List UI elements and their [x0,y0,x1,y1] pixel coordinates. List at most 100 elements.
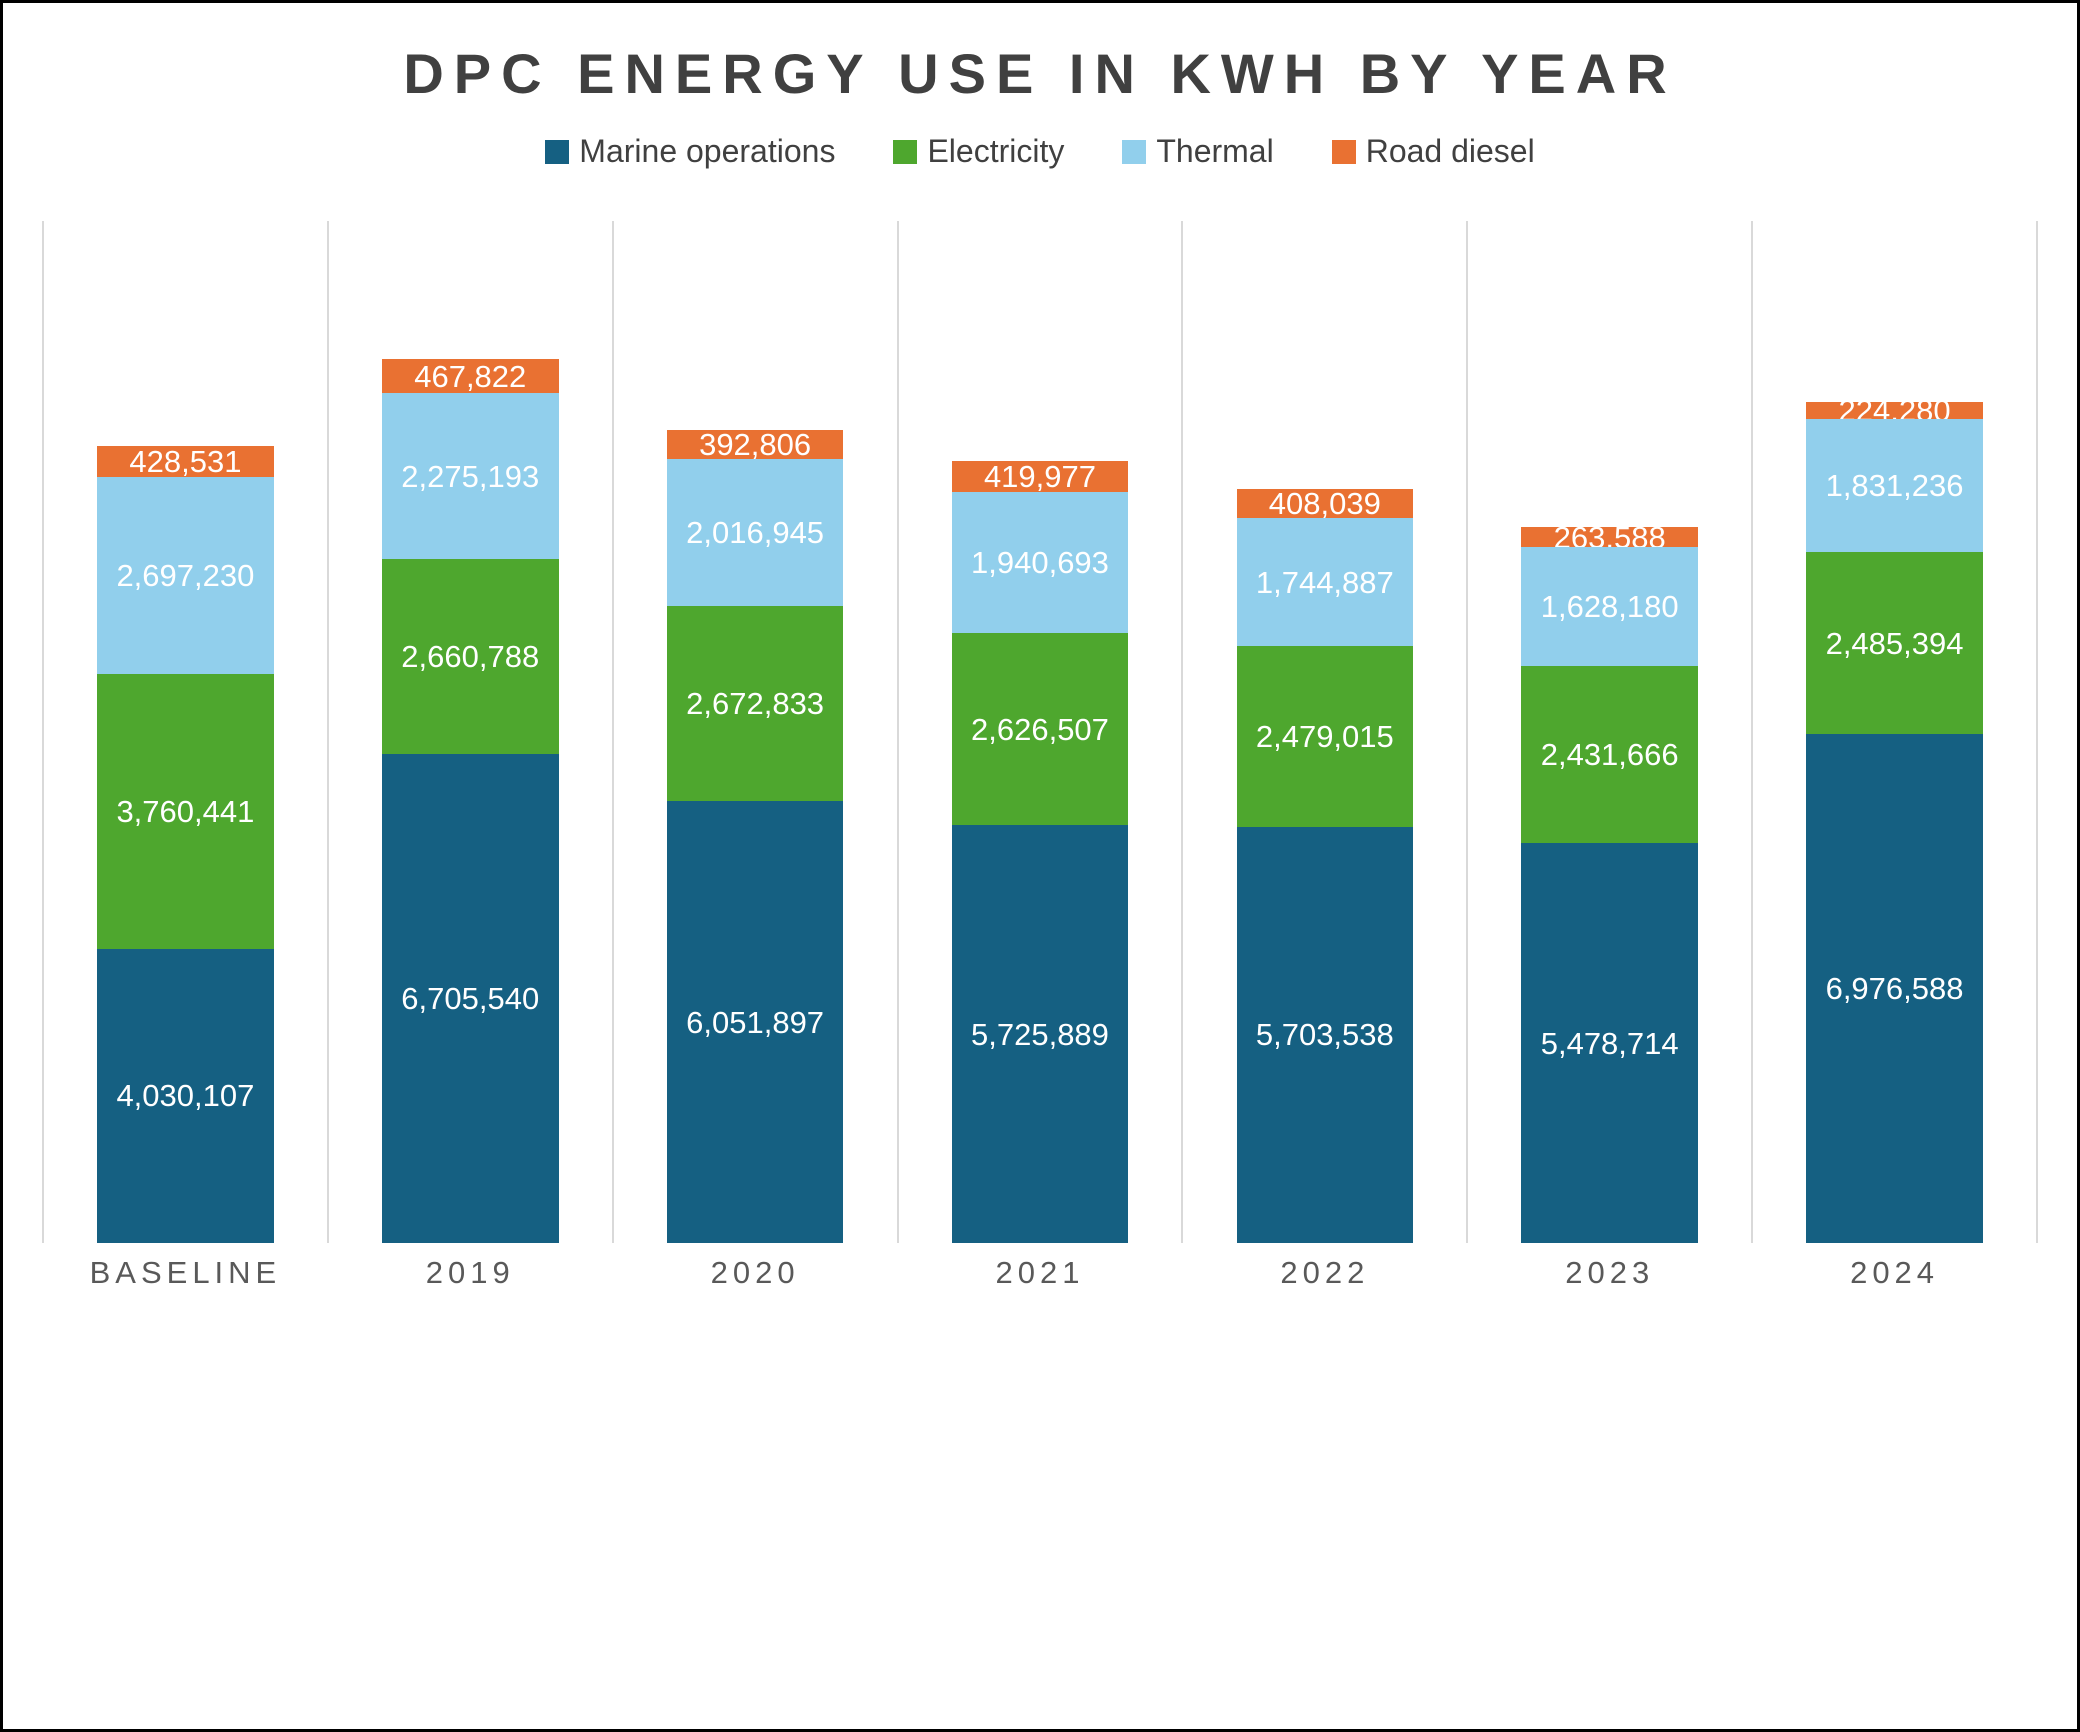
stacked-bar-2023: 263,588 1,628,180 2,431,666 5,478,714 [1521,221,1698,1243]
data-label: 392,806 [699,427,812,463]
data-label: 6,705,540 [401,980,540,1016]
category-label-2023: 2023 [1565,1255,1655,1290]
legend-item-thermal: Thermal [1122,133,1274,170]
legend-item-electricity: Electricity [893,133,1064,170]
data-label: 1,744,887 [1255,564,1394,600]
data-label: 2,016,945 [686,514,825,550]
segment-thermal: 2,275,193 [381,393,559,560]
segment-road-diesel: 408,039 [1236,485,1414,521]
data-label: 4,030,107 [116,1078,255,1114]
legend-swatch-icon [1122,139,1147,164]
category-separator-gridline [326,221,329,1243]
segment-thermal: 2,016,945 [666,458,844,607]
data-label: 5,725,889 [971,1016,1109,1052]
stacked-bar-2024: 224,280 1,831,236 2,485,394 6,976,588 [1806,221,1983,1243]
segment-electricity: 2,660,788 [381,559,559,754]
data-label: 467,822 [414,358,527,394]
legend-swatch-icon [893,139,918,164]
data-label: 2,660,788 [401,638,540,674]
data-label: 419,977 [983,458,1096,494]
segment-thermal: 2,697,230 [97,477,274,675]
bar-column-2021: 419,977 1,940,693 2,626,507 5,725,889 [898,221,1183,1243]
stacked-bar-2021: 419,977 1,940,693 2,626,507 5,725,889 [951,221,1129,1243]
data-label: 2,275,193 [401,458,540,494]
data-label: 5,478,714 [1540,1025,1679,1061]
bar-column-2024: 224,280 1,831,236 2,485,394 6,976,588 [1752,221,2037,1243]
data-label: 1,831,236 [1825,467,1964,503]
category-separator-gridline [896,221,899,1243]
segment-marine-operations: 6,051,897 [666,801,844,1243]
legend: Marine operations Electricity Thermal Road … [3,133,2077,170]
legend-label: Thermal [1156,133,1274,169]
category-separator-gridline [42,221,44,1243]
data-label: 2,485,394 [1825,625,1964,661]
segment-road-diesel: 467,822 [381,358,559,394]
legend-swatch-icon [1331,139,1356,164]
category-label-2022: 2022 [1280,1255,1370,1290]
segment-electricity: 3,760,441 [97,674,274,949]
category-label-2020: 2020 [710,1255,800,1290]
category-label-2021: 2021 [995,1255,1085,1290]
segment-electricity: 2,479,015 [1236,645,1414,827]
stacked-bar-2020: 392,806 2,016,945 2,672,833 6,051,897 [666,221,844,1243]
segment-thermal: 1,940,693 [951,491,1129,634]
segment-road-diesel: 419,977 [951,458,1129,494]
stacked-bar-baseline: 428,531 2,697,230 3,760,441 4,030,107 [97,221,274,1243]
segment-electricity: 2,672,833 [666,606,844,802]
legend-label: Electricity [927,133,1065,169]
x-axis: BASELINE 2019 2020 2021 2022 2023 2024 [43,1255,2037,1299]
segment-marine-operations: 5,703,538 [1236,826,1414,1243]
category-label-2019: 2019 [425,1255,515,1290]
stacked-bar-2019: 467,822 2,275,193 2,660,788 6,705,540 [381,221,559,1243]
category-label-baseline: BASELINE [89,1255,282,1290]
data-label: 6,051,897 [686,1004,825,1040]
category-separator-gridline [1466,221,1469,1243]
plot-area: 428,531 2,697,230 3,760,441 4,030,107 467,82… [42,221,2038,1243]
segment-marine-operations: 5,478,714 [1521,843,1698,1243]
segment-thermal: 1,628,180 [1521,546,1698,666]
bar-column-2023: 263,588 1,628,180 2,431,666 5,478,714 [1467,221,1752,1243]
legend-label: Marine operations [579,133,836,169]
segment-thermal: 1,744,887 [1236,518,1414,646]
data-label: 5,703,538 [1255,1017,1394,1053]
segment-electricity: 2,431,666 [1521,665,1698,844]
data-label: 2,697,230 [116,558,255,594]
segment-road-diesel: 392,806 [666,427,844,463]
data-label: 408,039 [1268,485,1381,521]
segment-electricity: 2,485,394 [1806,552,1983,734]
bar-column-2020: 392,806 2,016,945 2,672,833 6,051,897 [613,221,898,1243]
data-label: 1,940,693 [971,544,1109,580]
stacked-bar-2022: 408,039 1,744,887 2,479,015 5,703,538 [1236,221,1414,1243]
legend-item-marine-operations: Marine operations [545,133,835,170]
category-label-2024: 2024 [1850,1255,1940,1290]
data-label: 3,760,441 [116,794,255,830]
category-separator-gridline [611,221,614,1243]
data-label: 428,531 [129,444,242,480]
segment-thermal: 1,831,236 [1806,418,1983,553]
legend-label: Road diesel [1365,133,1535,169]
category-separator-gridline [2036,221,2038,1243]
data-label: 2,626,507 [971,711,1109,747]
segment-marine-operations: 6,705,540 [381,753,559,1243]
bar-column-2019: 467,822 2,275,193 2,660,788 6,705,540 [328,221,613,1243]
segment-road-diesel: 224,280 [1806,395,1983,426]
segment-electricity: 2,626,507 [951,633,1129,826]
category-separator-gridline [1751,221,1754,1243]
segment-marine-operations: 4,030,107 [97,948,274,1243]
bar-column-baseline: 428,531 2,697,230 3,760,441 4,030,107 [43,221,328,1243]
segment-marine-operations: 5,725,889 [951,825,1129,1243]
category-separator-gridline [1181,221,1184,1243]
chart-title: DPC ENERGY USE IN KWH BY YEAR [403,42,1677,105]
data-label: 2,431,666 [1540,736,1679,772]
bar-column-2022: 408,039 1,744,887 2,479,015 5,703,538 [1182,221,1467,1243]
segment-road-diesel: 428,531 [97,444,274,480]
legend-swatch-icon [545,139,570,164]
segment-marine-operations: 6,976,588 [1806,733,1983,1243]
segment-road-diesel: 263,588 [1521,522,1698,553]
data-label: 2,479,015 [1255,718,1394,754]
legend-item-road-diesel: Road diesel [1331,133,1535,170]
data-label: 2,672,833 [686,686,825,722]
data-label: 1,628,180 [1540,588,1679,624]
data-label: 6,976,588 [1825,970,1964,1006]
